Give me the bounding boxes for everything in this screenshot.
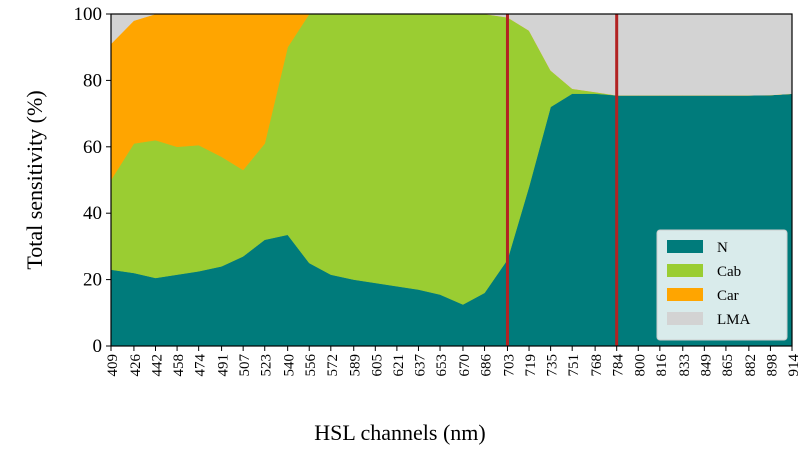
x-tick-label: 605 bbox=[369, 354, 385, 377]
x-tick-label: 833 bbox=[677, 354, 693, 377]
y-tick-label: 20 bbox=[83, 270, 102, 291]
x-tick-label: 540 bbox=[282, 354, 298, 377]
y-tick-label: 0 bbox=[93, 336, 103, 357]
legend-swatch bbox=[667, 264, 703, 277]
plot-frame bbox=[110, 13, 793, 347]
x-tick-label: 556 bbox=[303, 354, 319, 377]
x-tick-label: 865 bbox=[720, 354, 736, 377]
legend-label: Car bbox=[717, 288, 739, 304]
x-axis-label: HSL channels (nm) bbox=[314, 420, 485, 445]
y-axis-label: Total sensitivity (%) bbox=[22, 90, 47, 269]
x-tick-label: 653 bbox=[434, 354, 450, 377]
legend: N Cab Car LMA bbox=[656, 229, 788, 341]
x-tick-label: 523 bbox=[259, 354, 275, 377]
legend-swatch bbox=[667, 288, 703, 301]
y-tick-label: 80 bbox=[83, 70, 102, 91]
x-tick-label: 768 bbox=[589, 354, 605, 377]
legend-label: Cab bbox=[717, 264, 741, 280]
legend-label: N bbox=[717, 240, 728, 256]
x-tick-label: 670 bbox=[457, 354, 473, 377]
x-tick-label: 898 bbox=[764, 354, 780, 377]
legend-swatch bbox=[667, 240, 703, 253]
y-tick-label: 100 bbox=[74, 4, 103, 25]
x-tick-label: 703 bbox=[501, 354, 517, 377]
x-tick-label: 474 bbox=[193, 354, 209, 377]
x-tick-label: 409 bbox=[105, 354, 121, 377]
legend-label: LMA bbox=[717, 312, 751, 328]
x-tick-label: 442 bbox=[150, 354, 166, 377]
x-tick-label: 719 bbox=[523, 354, 539, 377]
x-tick-label: 458 bbox=[171, 354, 187, 377]
x-tick-label: 914 bbox=[786, 354, 800, 377]
x-tick-label: 637 bbox=[412, 354, 428, 377]
x-tick-label: 800 bbox=[632, 354, 648, 377]
x-tick-label: 491 bbox=[216, 354, 232, 377]
x-tick-label: 751 bbox=[566, 354, 582, 377]
x-tick-label: 784 bbox=[611, 354, 627, 377]
x-tick-label: 816 bbox=[654, 354, 670, 377]
x-tick-label: 621 bbox=[391, 354, 407, 377]
x-tick-label: 589 bbox=[348, 354, 364, 377]
x-tick-label: 426 bbox=[128, 354, 144, 377]
x-tick-label: 686 bbox=[479, 354, 495, 377]
y-tick-label: 60 bbox=[83, 137, 102, 158]
x-tick-label: 507 bbox=[237, 354, 253, 377]
x-tick-label: 849 bbox=[698, 354, 714, 377]
x-tick-label: 882 bbox=[743, 354, 759, 377]
x-tick-label: 572 bbox=[325, 354, 341, 377]
y-tick-label: 40 bbox=[83, 203, 102, 224]
legend-swatch bbox=[667, 312, 703, 325]
x-tick-label: 735 bbox=[545, 354, 561, 377]
